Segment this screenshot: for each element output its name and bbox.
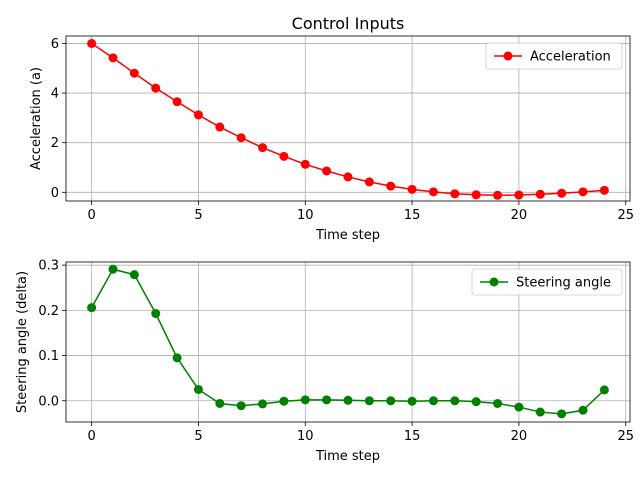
- data-point: [129, 270, 139, 280]
- x-tick-label: 20: [511, 429, 528, 444]
- chart-panel-0: 0 5 10 15 20 25 0 2 4 6 Control Inputs Time step Acc…: [29, 14, 634, 243]
- legend-label: Acceleration: [530, 50, 611, 65]
- chart-title: Control Inputs: [292, 14, 405, 33]
- data-point: [87, 303, 97, 313]
- data-point: [386, 181, 396, 191]
- legend-box: [471, 268, 623, 296]
- data-point: [279, 151, 289, 161]
- data-point: [258, 399, 268, 409]
- x-tick-label: 20: [511, 208, 528, 223]
- legend-label: Steering angle: [516, 276, 611, 291]
- x-tick-label: 15: [404, 429, 421, 444]
- data-point: [87, 38, 97, 48]
- y-axis-label: Acceleration (a): [29, 67, 44, 170]
- legend: Steering angle: [471, 268, 623, 296]
- x-tick-label: 0: [87, 208, 95, 223]
- data-point: [129, 68, 139, 78]
- data-point: [450, 189, 460, 199]
- data-point: [343, 395, 353, 405]
- x-tick-label: 0: [87, 429, 95, 444]
- chart-panel-1: 0 5 10 15 20 25 0.0 0.1 0.2 0.3 Time step Steering …: [15, 259, 634, 464]
- x-axis-label: Time step: [315, 449, 380, 464]
- data-point: [428, 396, 438, 406]
- data-point: [428, 187, 438, 197]
- data-point: [471, 397, 481, 407]
- y-tick-label: 0: [51, 186, 59, 201]
- data-point: [322, 166, 332, 176]
- legend-marker: [503, 51, 513, 61]
- x-tick-label: 25: [617, 208, 634, 223]
- data-point: [300, 395, 310, 405]
- data-point: [557, 409, 567, 419]
- y-tick-label: 0.1: [38, 349, 59, 364]
- data-point: [343, 172, 353, 182]
- data-point: [215, 122, 225, 132]
- data-point: [279, 396, 289, 406]
- data-point: [151, 83, 161, 93]
- x-axis-label: Time step: [315, 228, 380, 243]
- data-point: [514, 402, 524, 412]
- data-point: [535, 407, 545, 417]
- data-point: [193, 384, 203, 394]
- data-point: [172, 353, 182, 363]
- legend-box: [485, 42, 623, 70]
- y-tick-label: 0.2: [38, 304, 59, 319]
- data-point: [471, 190, 481, 200]
- data-point: [258, 143, 268, 153]
- x-tick-label: 10: [297, 429, 314, 444]
- data-point: [599, 385, 609, 395]
- data-point: [151, 309, 161, 319]
- data-point: [578, 405, 588, 415]
- data-point: [172, 97, 182, 107]
- data-point: [407, 184, 417, 194]
- data-point: [407, 396, 417, 406]
- data-point: [386, 396, 396, 406]
- data-point: [557, 188, 567, 198]
- y-tick-label: 4: [51, 87, 59, 102]
- legend: Acceleration: [485, 42, 623, 70]
- data-point: [578, 187, 588, 197]
- axes-frame: [65, 261, 631, 423]
- data-point: [514, 190, 524, 200]
- data-point: [493, 398, 503, 408]
- data-point: [215, 398, 225, 408]
- data-point: [599, 185, 609, 195]
- data-point: [450, 396, 460, 406]
- x-tick-label: 15: [404, 208, 421, 223]
- axes-frame: [65, 35, 631, 202]
- data-point: [322, 395, 332, 405]
- x-tick-label: 5: [194, 208, 202, 223]
- legend-marker: [489, 277, 499, 287]
- y-tick-label: 0.3: [38, 259, 59, 274]
- data-point: [535, 189, 545, 199]
- data-point: [193, 110, 203, 120]
- data-point: [108, 53, 118, 63]
- y-tick-label: 6: [51, 37, 59, 52]
- x-tick-label: 5: [194, 429, 202, 444]
- y-tick-label: 0.0: [38, 394, 59, 409]
- data-point: [236, 401, 246, 411]
- data-point: [108, 264, 118, 274]
- data-point: [300, 159, 310, 169]
- data-point: [364, 396, 374, 406]
- data-point: [364, 177, 374, 187]
- data-point: [493, 190, 503, 200]
- x-tick-label: 10: [297, 208, 314, 223]
- y-axis-label: Steering angle (delta): [15, 271, 30, 413]
- data-point: [236, 133, 246, 143]
- x-tick-label: 25: [617, 429, 634, 444]
- y-tick-label: 2: [51, 136, 59, 151]
